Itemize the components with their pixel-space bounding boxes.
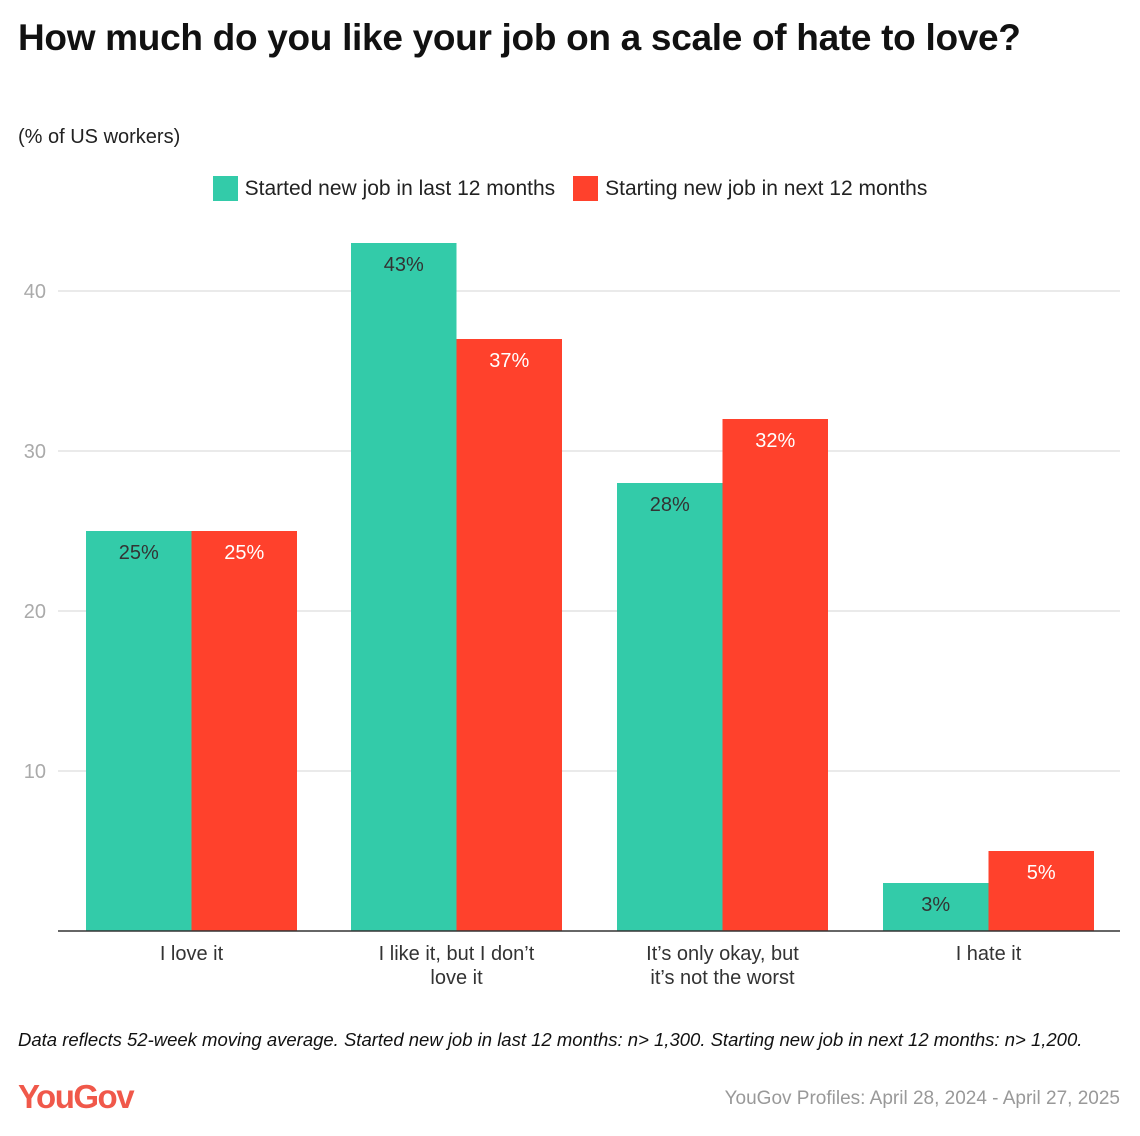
bar [883, 883, 989, 931]
legend-item-started: Started new job in last 12 months [212, 176, 556, 201]
source-text: YouGov Profiles: April 28, 2024 - April … [724, 1088, 1120, 1109]
data-label: 25% [224, 542, 264, 564]
category-label: I love it [160, 943, 224, 965]
bar [722, 419, 828, 931]
chart-subtitle: (% of US workers) [18, 126, 181, 148]
legend: Started new job in last 12 months Starti… [0, 176, 1140, 201]
y-tick-label: 10 [24, 761, 46, 783]
y-tick-label: 20 [24, 601, 46, 623]
yougov-logo: YouGov [18, 1078, 135, 1115]
bar [988, 851, 1094, 931]
data-label: 37% [489, 350, 529, 372]
category-label: It’s only okay, but it’s not the worst [646, 943, 799, 989]
legend-item-starting: Starting new job in next 12 months [573, 176, 927, 201]
chart-title: How much do you like your job on a scale… [18, 17, 1021, 58]
footnote: Data reflects 52-week moving average. St… [18, 1029, 1083, 1050]
data-label: 28% [650, 494, 690, 516]
bar [617, 483, 723, 931]
bar [456, 339, 562, 931]
bar [351, 243, 457, 931]
data-label: 5% [1027, 862, 1056, 884]
y-tick-label: 30 [24, 441, 46, 463]
legend-swatch-started [212, 176, 238, 201]
data-label: 32% [755, 430, 795, 452]
bar [191, 531, 297, 931]
bar-chart: 10 20 30 40 25% 25% I love it 43% 37% I like it, … [24, 243, 1120, 989]
legend-swatch-starting [573, 176, 599, 201]
legend-label-starting: Starting new job in next 12 months [605, 176, 928, 200]
bar [86, 531, 192, 931]
category-label: I hate it [956, 943, 1022, 965]
data-label: 3% [921, 894, 950, 916]
data-label: 25% [119, 542, 159, 564]
data-label: 43% [384, 254, 424, 276]
y-tick-label: 40 [24, 281, 46, 303]
legend-label-started: Started new job in last 12 months [244, 176, 556, 200]
category-label: I like it, but I don’t love it [379, 943, 535, 989]
